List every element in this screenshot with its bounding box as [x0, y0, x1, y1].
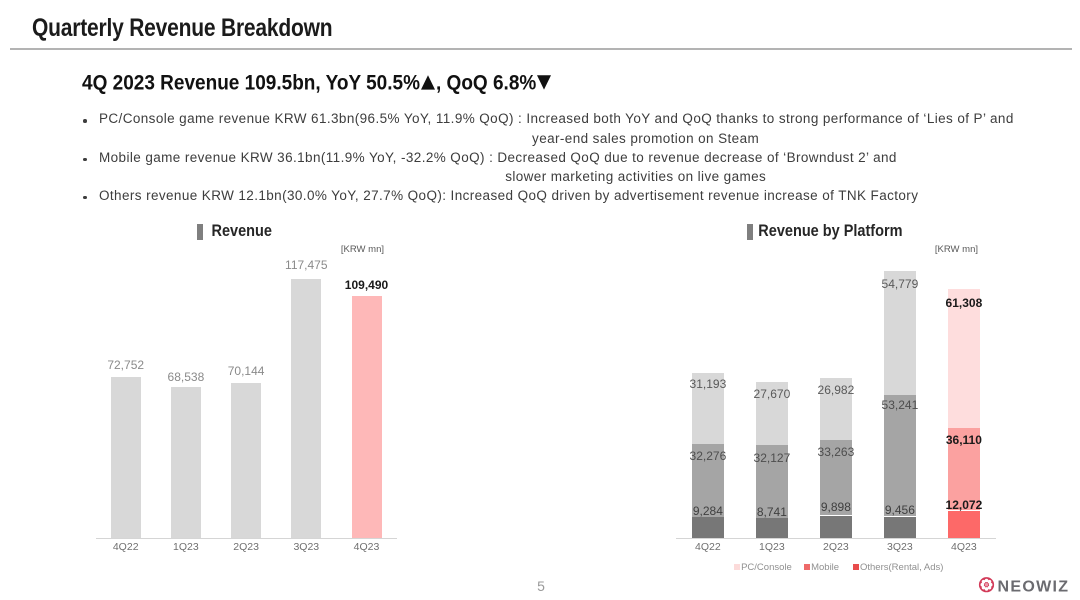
svg-text:NEOWIZ: NEOWIZ [998, 578, 1070, 595]
